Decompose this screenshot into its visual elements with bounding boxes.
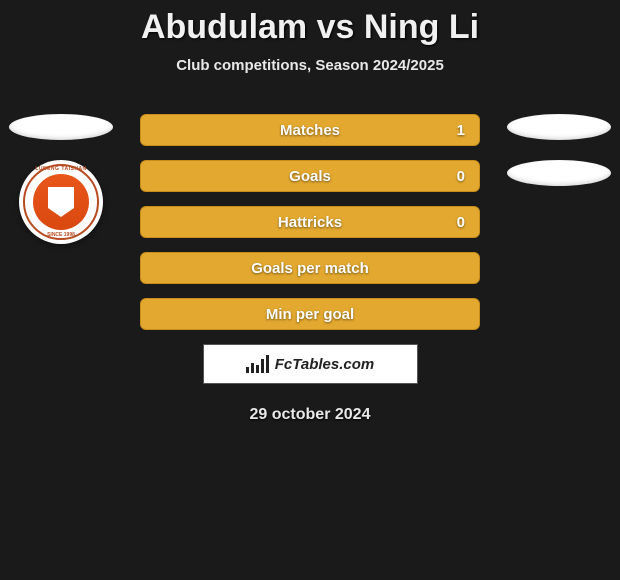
stats-list: Matches 1 Goals 0 Hattricks 0 Goals per … (140, 114, 480, 330)
page-subtitle: Club competitions, Season 2024/2025 (0, 57, 620, 74)
stat-row-min-per-goal: Min per goal (140, 298, 480, 330)
stat-label: Hattricks (278, 214, 342, 231)
watermark-text: FcTables.com (275, 356, 374, 373)
bar-chart-icon (246, 355, 269, 373)
comparison-content: LUNENG TAISHAN SINCE 1998 Matches 1 Goal… (0, 114, 620, 424)
stat-value: 1 (457, 122, 465, 139)
player-face-placeholder-right-1 (507, 114, 611, 140)
player-face-placeholder-left (9, 114, 113, 140)
right-player-column (506, 114, 612, 206)
stat-row-goals-per-match: Goals per match (140, 252, 480, 284)
page-title: Abudulam vs Ning Li (0, 0, 620, 47)
club-badge-left: LUNENG TAISHAN SINCE 1998 (19, 160, 103, 244)
stat-label: Min per goal (266, 306, 354, 323)
stat-row-matches: Matches 1 (140, 114, 480, 146)
watermark-box: FcTables.com (203, 344, 418, 384)
stat-label: Matches (280, 122, 340, 139)
player-face-placeholder-right-2 (507, 160, 611, 186)
stat-value: 0 (457, 214, 465, 231)
stat-row-hattricks: Hattricks 0 (140, 206, 480, 238)
club-badge-bottom-text: SINCE 1998 (47, 232, 75, 238)
stat-label: Goals per match (251, 260, 369, 277)
left-player-column: LUNENG TAISHAN SINCE 1998 (8, 114, 114, 244)
stat-value: 0 (457, 168, 465, 185)
stat-label: Goals (289, 168, 331, 185)
stat-row-goals: Goals 0 (140, 160, 480, 192)
date-label: 29 october 2024 (0, 406, 620, 424)
